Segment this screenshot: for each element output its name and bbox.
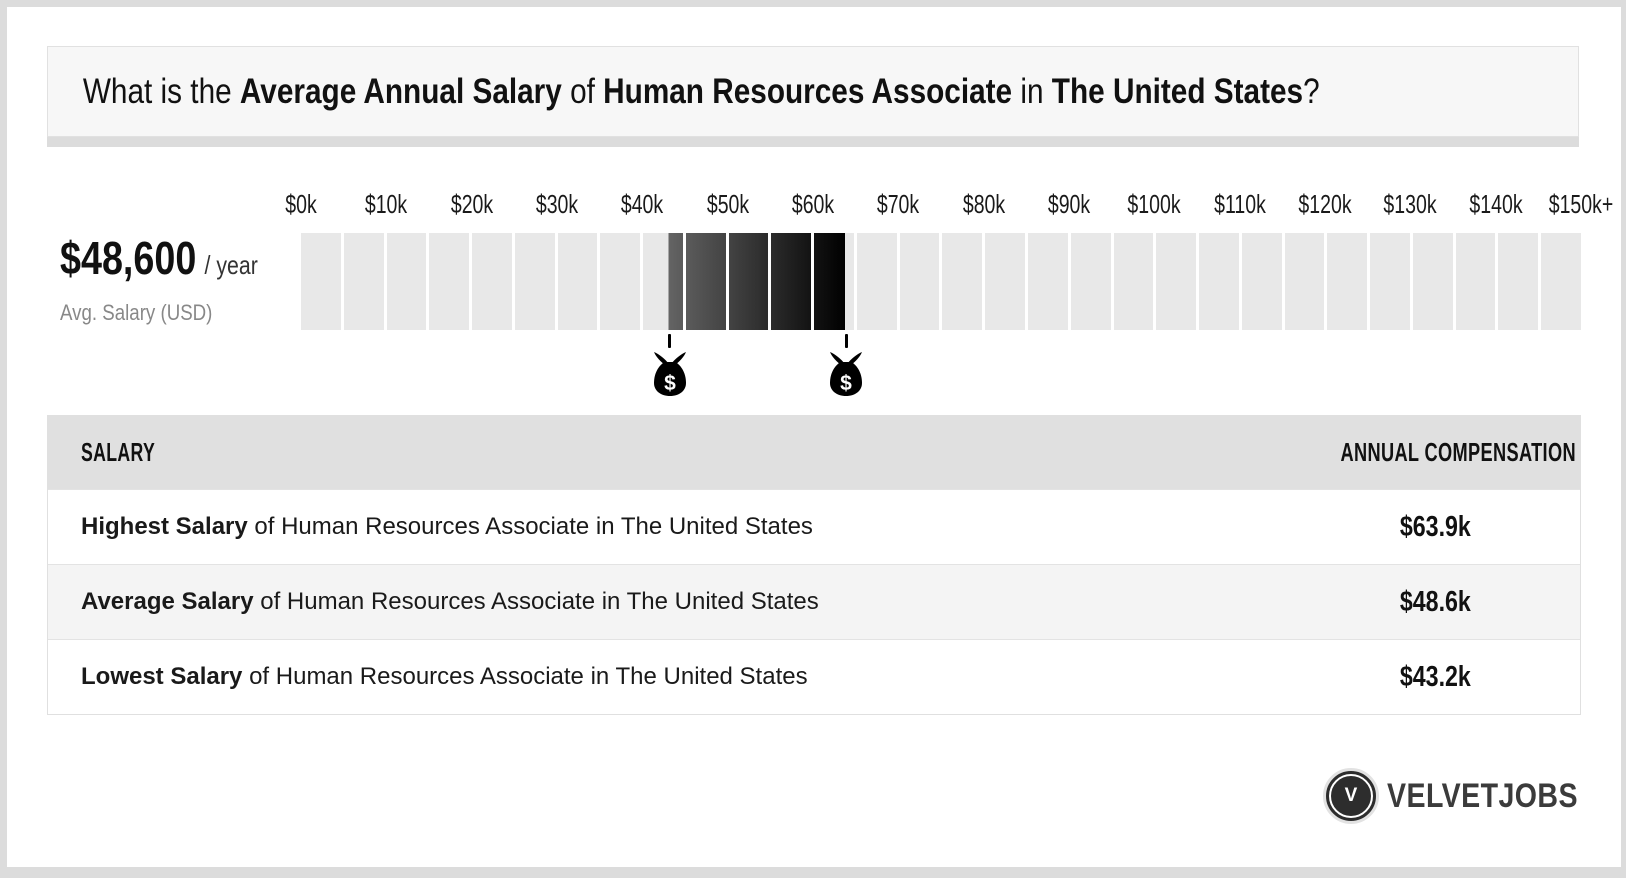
bar-segment <box>557 233 598 330</box>
title-bold-job: Human Resources Associate <box>603 71 1013 111</box>
title-box: What is the Average Annual Salary of Hum… <box>47 46 1579 137</box>
bar-segment <box>1370 233 1410 330</box>
marker-dash <box>844 334 848 348</box>
title-mid2: in <box>1012 71 1052 111</box>
bar-segment <box>643 233 683 330</box>
bar-segment <box>1498 233 1539 330</box>
money-bag-icon: $ <box>653 352 686 396</box>
title-bold-salary: Average Annual Salary <box>239 71 562 111</box>
content-card: What is the Average Annual Salary of Hum… <box>7 7 1621 867</box>
axis-tick-label: $110k <box>1213 189 1266 219</box>
row-text: Average Salary of Human Resources Associ… <box>48 588 1290 616</box>
axis-tick-label: $40k <box>621 189 664 219</box>
header-salary: SALARY <box>81 437 156 467</box>
row-value: $48.6k <box>1399 585 1471 618</box>
highest-salary-marker: $ <box>826 334 866 397</box>
axis-tick-label: $150k+ <box>1548 189 1614 219</box>
axis-tick-label: $20k <box>450 189 493 219</box>
row-label-bold: Average Salary <box>81 588 254 615</box>
dollar-symbol: $ <box>664 372 676 395</box>
row-text: Highest Salary of Human Resources Associ… <box>48 513 1290 541</box>
bar-segment <box>685 233 726 330</box>
row-value: $43.2k <box>1399 660 1471 693</box>
bar-segment <box>1284 233 1325 330</box>
bar-segment <box>985 233 1026 330</box>
brand-name: VELVETJOBS <box>1387 776 1578 815</box>
salary-bar <box>301 233 1581 330</box>
salary-table: SALARY ANNUAL COMPENSATION Highest Salar… <box>47 415 1581 715</box>
bar-segment <box>1327 233 1368 330</box>
bar-segment <box>514 233 555 330</box>
axis-tick-label: $50k <box>706 189 749 219</box>
marker-layer: $ $ <box>301 334 1581 400</box>
bar-segment <box>771 233 812 330</box>
table-row-lowest: Lowest Salary of Human Resources Associa… <box>48 639 1580 714</box>
bar-segment <box>1412 233 1453 330</box>
bar-segment <box>814 233 854 330</box>
page-title: What is the Average Annual Salary of Hum… <box>48 72 1320 112</box>
bar-segment <box>386 233 427 330</box>
axis-tick-label: $10k <box>365 189 408 219</box>
bar-segment <box>856 233 897 330</box>
lowest-salary-marker: $ <box>650 334 690 397</box>
title-bold-region: The United States <box>1051 71 1304 111</box>
row-label-rest: of Human Resources Associate in The Unit… <box>242 663 808 690</box>
average-salary-amount: $48,600 <box>60 232 197 284</box>
title-suffix: ? <box>1303 71 1320 111</box>
row-label-bold: Highest Salary <box>81 513 248 540</box>
bar-segment <box>1028 233 1068 330</box>
bar-segment <box>1070 233 1111 330</box>
header-annual-compensation: ANNUAL COMPENSATION <box>1340 437 1576 467</box>
table-header-row: SALARY ANNUAL COMPENSATION <box>48 416 1580 489</box>
title-mid1: of <box>561 71 604 111</box>
axis-tick-label: $130k <box>1383 189 1437 219</box>
bar-segment <box>343 233 384 330</box>
salary-axis: $0k $10k $20k $30k $40k $50k $60k $70k $80k $90k $… <box>285 189 1613 219</box>
bar-segment <box>1541 233 1581 330</box>
brand-initial: V <box>1344 785 1358 806</box>
table-row-highest: Highest Salary of Human Resources Associ… <box>48 489 1580 564</box>
axis-tick-label: $60k <box>791 189 835 219</box>
axis-tick-label: $80k <box>962 189 1005 219</box>
brand-circle-icon: V <box>1323 768 1379 824</box>
axis-tick-label: $100k <box>1127 189 1181 219</box>
brand-logo[interactable]: V VELVETJOBS <box>1323 768 1614 824</box>
bar-segment <box>1241 233 1282 330</box>
per-year-label: / year <box>204 250 258 280</box>
axis-tick-label: $120k <box>1298 189 1352 219</box>
table-row-average: Average Salary of Human Resources Associ… <box>48 564 1580 639</box>
bar-segment <box>1199 233 1239 330</box>
axis-tick-label: $0k <box>285 189 317 219</box>
bar-segment <box>899 233 940 330</box>
salary-summary: $48,600 / year <box>60 231 258 285</box>
money-bag-icon: $ <box>830 352 863 396</box>
axis-tick-label: $90k <box>1047 189 1091 219</box>
row-value: $63.9k <box>1399 510 1471 543</box>
bar-segment <box>1156 233 1197 330</box>
bar-segment <box>429 233 470 330</box>
axis-tick-label: $70k <box>877 189 920 219</box>
bar-segment <box>1113 233 1154 330</box>
row-text: Lowest Salary of Human Resources Associa… <box>48 663 1290 691</box>
row-label-rest: of Human Resources Associate in The Unit… <box>253 588 819 615</box>
bar-segment <box>1455 233 1496 330</box>
title-prefix: What is the <box>82 71 240 111</box>
bar-segment <box>301 233 341 330</box>
bar-segment <box>600 233 641 330</box>
row-label-bold: Lowest Salary <box>81 663 243 690</box>
salary-caption: Avg. Salary (USD) <box>60 300 213 325</box>
dollar-symbol: $ <box>840 372 852 395</box>
bar-segment <box>942 233 983 330</box>
axis-tick-label: $140k <box>1469 189 1523 219</box>
marker-dash <box>668 334 672 348</box>
row-label-rest: of Human Resources Associate in The Unit… <box>247 513 813 540</box>
bar-segment <box>728 233 769 330</box>
axis-tick-label: $30k <box>535 189 579 219</box>
bar-segment <box>472 233 512 330</box>
